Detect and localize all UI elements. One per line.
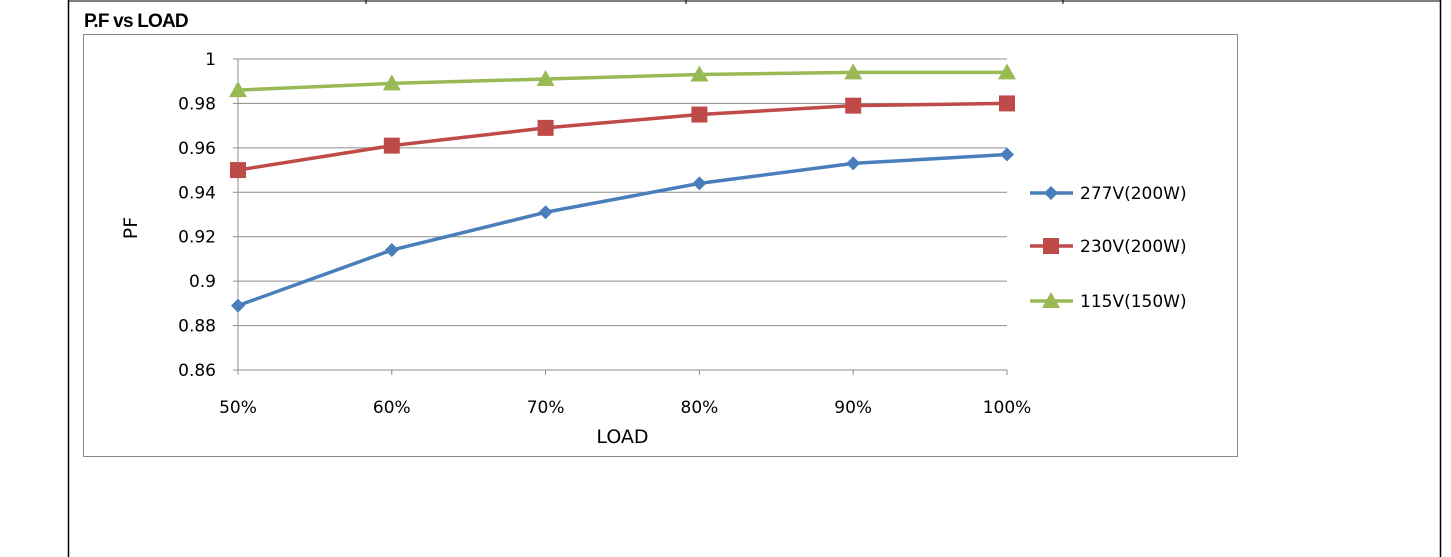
x-tick-label: 70% xyxy=(527,398,565,418)
x-tick-label: 80% xyxy=(681,398,719,418)
data-point-115v-150w xyxy=(229,81,247,98)
legend-label-277v-200w: 277V(200W) xyxy=(1080,184,1187,204)
x-tick-label: 50% xyxy=(219,398,257,418)
data-point-230v-200w xyxy=(230,162,246,179)
y-tick-label: 1 xyxy=(205,50,216,70)
data-point-115v-150w xyxy=(536,69,555,86)
data-point-277v-200w xyxy=(846,156,861,171)
legend-marker-277v-200w xyxy=(1044,186,1058,200)
data-point-230v-200w xyxy=(383,137,400,154)
data-point-277v-200w xyxy=(231,298,245,313)
data-point-115v-150w xyxy=(382,74,401,91)
x-tick-label: 100% xyxy=(983,398,1032,418)
y-tick-label: 0.9 xyxy=(189,272,216,292)
data-point-277v-200w xyxy=(538,205,553,220)
data-point-277v-200w xyxy=(692,176,707,191)
page-title: P.F vs LOAD xyxy=(84,11,189,32)
series-line-230v-200w xyxy=(236,101,1009,172)
data-point-115v-150w xyxy=(998,63,1016,80)
data-point-230v-200w xyxy=(999,95,1015,112)
data-point-277v-200w xyxy=(1000,147,1014,162)
series-line-115v-150w xyxy=(236,70,1009,92)
y-tick-label: 0.98 xyxy=(178,94,216,114)
y-tick-label: 0.86 xyxy=(178,361,216,381)
data-point-230v-200w xyxy=(691,106,708,123)
data-point-230v-200w xyxy=(845,97,862,114)
x-tick-label: 60% xyxy=(373,398,411,418)
y-tick-label: 0.88 xyxy=(178,317,216,337)
data-point-230v-200w xyxy=(537,119,554,136)
y-tick-label: 0.96 xyxy=(178,139,216,159)
x-axis-title: LOAD xyxy=(596,426,648,448)
data-point-115v-150w xyxy=(844,63,863,80)
y-tick-label: 0.94 xyxy=(178,183,216,203)
y-axis-title: PF xyxy=(120,217,142,239)
legend-label-115v-150w: 115V(150W) xyxy=(1080,292,1187,312)
legend-label-230v-200w: 230V(200W) xyxy=(1080,237,1187,257)
legend-marker-115v-150w xyxy=(1042,292,1060,308)
series-line-277v-200w xyxy=(236,152,1009,308)
x-tick-label: 90% xyxy=(834,398,872,418)
legend-marker-230v-200w xyxy=(1043,238,1059,254)
data-point-277v-200w xyxy=(384,243,399,258)
y-tick-label: 0.92 xyxy=(178,228,216,248)
data-point-115v-150w xyxy=(690,65,709,82)
